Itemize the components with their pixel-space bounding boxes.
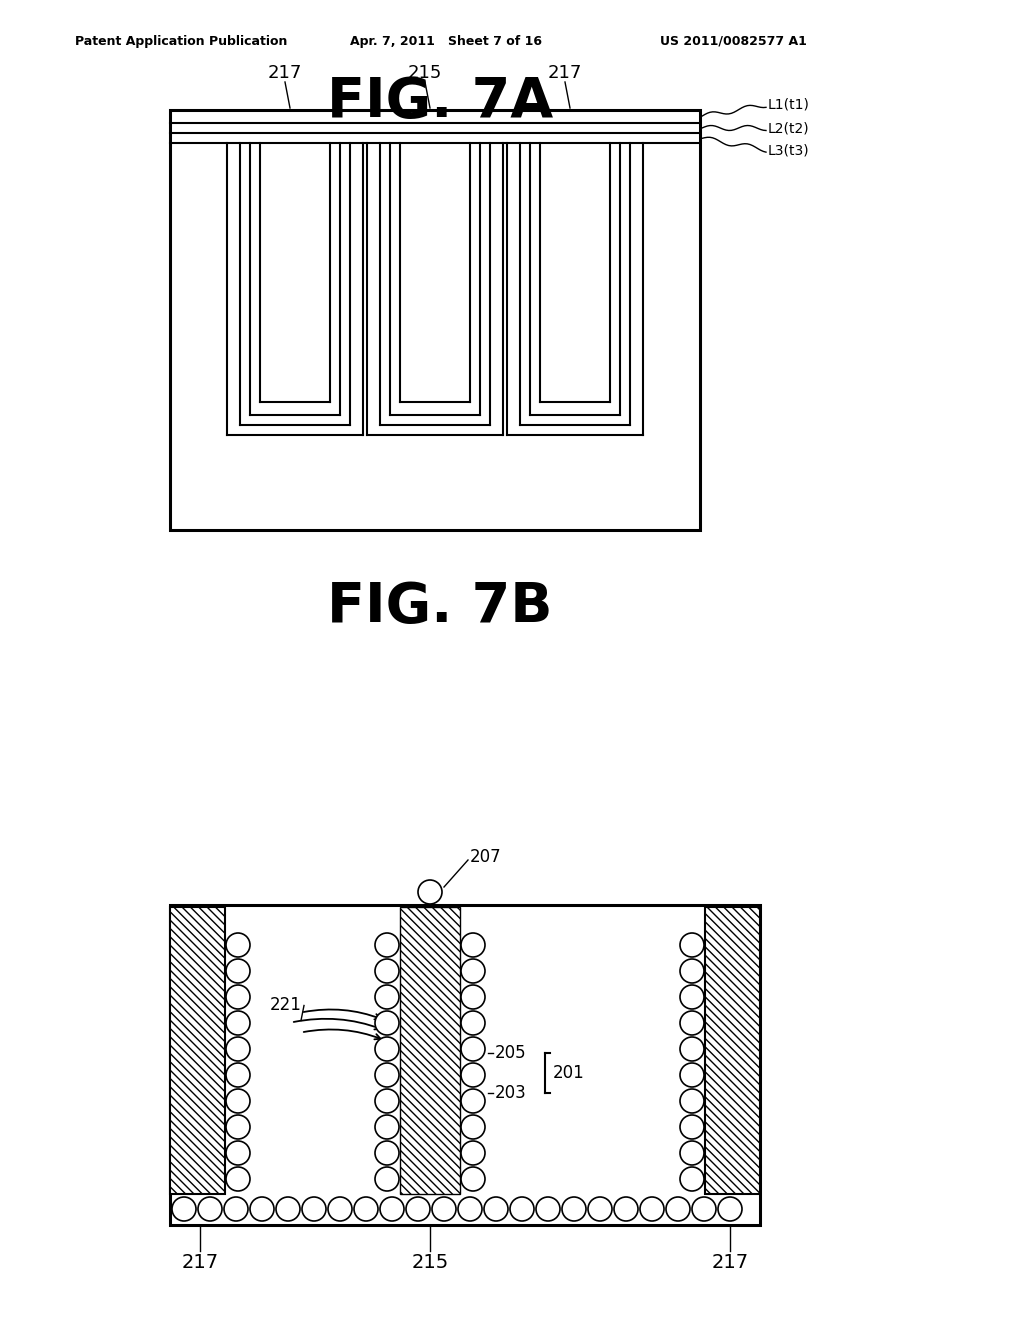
Text: L1(t1): L1(t1) — [768, 98, 810, 111]
Circle shape — [375, 960, 399, 983]
Circle shape — [680, 1167, 705, 1191]
Circle shape — [692, 1197, 716, 1221]
Circle shape — [680, 1011, 705, 1035]
Circle shape — [461, 1167, 485, 1191]
Text: 215: 215 — [412, 1253, 449, 1272]
Text: 217: 217 — [268, 63, 302, 82]
Circle shape — [458, 1197, 482, 1221]
Text: 201: 201 — [553, 1064, 585, 1081]
Circle shape — [484, 1197, 508, 1221]
Circle shape — [226, 933, 250, 957]
Circle shape — [375, 1167, 399, 1191]
Circle shape — [375, 1089, 399, 1113]
Text: FIG. 7B: FIG. 7B — [328, 579, 553, 634]
Circle shape — [640, 1197, 664, 1221]
Circle shape — [226, 960, 250, 983]
Circle shape — [718, 1197, 742, 1221]
Bar — [400, 907, 460, 1195]
Circle shape — [375, 1038, 399, 1061]
Text: 217: 217 — [548, 63, 583, 82]
Circle shape — [461, 985, 485, 1008]
Text: FIG. 7A: FIG. 7A — [327, 75, 553, 129]
Circle shape — [461, 1063, 485, 1086]
Circle shape — [461, 960, 485, 983]
Circle shape — [418, 880, 442, 904]
Circle shape — [588, 1197, 612, 1221]
Circle shape — [354, 1197, 378, 1221]
Text: 217: 217 — [181, 1253, 218, 1272]
Circle shape — [680, 1140, 705, 1166]
Circle shape — [302, 1197, 326, 1221]
Circle shape — [375, 1115, 399, 1139]
Circle shape — [680, 933, 705, 957]
Bar — [705, 907, 760, 1195]
Circle shape — [680, 1115, 705, 1139]
Circle shape — [375, 1063, 399, 1086]
Circle shape — [226, 1011, 250, 1035]
Bar — [170, 907, 225, 1195]
Circle shape — [614, 1197, 638, 1221]
Circle shape — [536, 1197, 560, 1221]
Circle shape — [380, 1197, 404, 1221]
Circle shape — [461, 1089, 485, 1113]
Circle shape — [172, 1197, 196, 1221]
Circle shape — [226, 1089, 250, 1113]
Circle shape — [328, 1197, 352, 1221]
Circle shape — [562, 1197, 586, 1221]
Circle shape — [461, 1115, 485, 1139]
Text: 221: 221 — [270, 997, 302, 1015]
Circle shape — [276, 1197, 300, 1221]
Circle shape — [461, 1011, 485, 1035]
Circle shape — [250, 1197, 274, 1221]
Circle shape — [680, 1038, 705, 1061]
Text: 203: 203 — [495, 1084, 526, 1101]
Circle shape — [226, 1063, 250, 1086]
Bar — [170, 906, 760, 1225]
Text: 207: 207 — [470, 847, 502, 866]
Text: US 2011/0082577 A1: US 2011/0082577 A1 — [660, 36, 807, 48]
Circle shape — [226, 1140, 250, 1166]
Circle shape — [461, 1140, 485, 1166]
Circle shape — [224, 1197, 248, 1221]
Circle shape — [375, 1140, 399, 1166]
Circle shape — [198, 1197, 222, 1221]
Text: Apr. 7, 2011   Sheet 7 of 16: Apr. 7, 2011 Sheet 7 of 16 — [350, 36, 542, 48]
Circle shape — [680, 1063, 705, 1086]
Circle shape — [226, 985, 250, 1008]
Bar — [170, 110, 700, 531]
Circle shape — [226, 1115, 250, 1139]
Circle shape — [680, 960, 705, 983]
Circle shape — [680, 1089, 705, 1113]
Circle shape — [226, 1038, 250, 1061]
Text: 215: 215 — [408, 63, 442, 82]
Circle shape — [406, 1197, 430, 1221]
Text: 205: 205 — [495, 1044, 526, 1061]
Text: L3(t3): L3(t3) — [768, 143, 810, 157]
Circle shape — [666, 1197, 690, 1221]
Circle shape — [226, 1167, 250, 1191]
Circle shape — [375, 985, 399, 1008]
Circle shape — [461, 1038, 485, 1061]
Circle shape — [432, 1197, 456, 1221]
Text: 217: 217 — [712, 1253, 749, 1272]
Circle shape — [461, 933, 485, 957]
Text: L2(t2): L2(t2) — [768, 121, 810, 135]
Text: Patent Application Publication: Patent Application Publication — [75, 36, 288, 48]
Circle shape — [510, 1197, 534, 1221]
Circle shape — [680, 985, 705, 1008]
Circle shape — [375, 933, 399, 957]
Circle shape — [375, 1011, 399, 1035]
